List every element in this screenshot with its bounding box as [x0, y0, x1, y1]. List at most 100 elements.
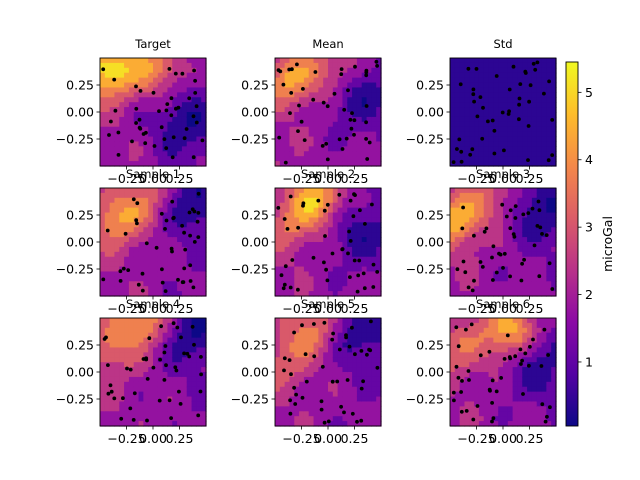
field-cell: [356, 82, 363, 89]
field-cell: [356, 261, 363, 268]
field-cell: [546, 197, 552, 204]
sample-point: [191, 155, 196, 160]
field-cell: [181, 62, 188, 69]
sample-point: [325, 202, 330, 207]
field-cell: [371, 362, 377, 368]
field-cell: [100, 372, 106, 378]
field-cell: [289, 251, 295, 258]
field-cell: [454, 227, 461, 233]
field-cell: [323, 67, 329, 74]
field-cell: [128, 421, 135, 427]
field-cell: [483, 107, 490, 113]
field-cell: [289, 318, 295, 324]
field-cell: [148, 291, 154, 297]
field-cell: [162, 352, 169, 358]
field-cell: [279, 396, 286, 403]
field-cell: [124, 391, 130, 398]
field-cell: [284, 156, 291, 162]
field-cell: [522, 327, 528, 334]
field-cell: [186, 291, 193, 297]
field-cell: [294, 126, 300, 133]
field-cell: [196, 107, 202, 113]
field-cell: [366, 197, 372, 204]
x-tick-label: 0.25: [341, 301, 369, 316]
field-cell: [342, 391, 348, 398]
field-cell: [498, 347, 504, 353]
field-cell: [284, 82, 291, 89]
field-cell: [318, 271, 324, 277]
field-cell: [551, 87, 557, 93]
field-cell: [143, 188, 149, 194]
field-cell: [114, 232, 120, 238]
field-cell: [347, 347, 353, 353]
field-cell: [318, 77, 324, 84]
field-cell: [342, 421, 348, 427]
field-cell: [512, 291, 519, 297]
field-cell: [512, 266, 519, 273]
field-cell: [191, 332, 197, 339]
field-cell: [114, 291, 120, 297]
field-cell: [483, 222, 490, 228]
field-cell: [109, 342, 116, 349]
field-cell: [323, 222, 329, 228]
field-cell: [100, 151, 106, 157]
field-cell: [328, 87, 334, 93]
sample-point: [182, 351, 187, 356]
field-cell: [201, 416, 207, 422]
field-cell: [299, 227, 305, 233]
field-cell: [328, 357, 334, 363]
field-cell: [478, 256, 485, 263]
field-cell: [337, 337, 344, 344]
field-cell: [512, 376, 519, 383]
sample-point: [347, 344, 352, 349]
field-cell: [104, 222, 111, 228]
field-cell: [128, 411, 135, 417]
field-cell: [100, 261, 106, 268]
sample-point: [196, 235, 201, 240]
field-cell: [376, 386, 382, 393]
sample-point: [466, 66, 471, 71]
sample-point: [353, 352, 357, 357]
field-cell: [493, 318, 499, 324]
field-cell: [284, 222, 291, 228]
field-cell: [478, 146, 485, 152]
field-cell: [512, 347, 519, 353]
field-cell: [527, 116, 533, 123]
field-cell: [162, 367, 169, 373]
field-cell: [109, 406, 116, 412]
field-cell: [181, 207, 188, 214]
field-cell: [191, 401, 197, 407]
field-cell: [483, 406, 490, 412]
field-cell: [133, 87, 140, 93]
field-cell: [493, 192, 499, 199]
field-cell: [323, 251, 329, 258]
field-cell: [177, 256, 183, 263]
field-cell: [275, 411, 281, 417]
field-cell: [104, 87, 111, 93]
field-cell: [177, 246, 183, 253]
field-cell: [503, 291, 509, 297]
sample-point: [165, 102, 170, 106]
field-cell: [522, 207, 528, 214]
field-cell: [284, 126, 291, 133]
field-cell: [522, 141, 528, 147]
field-cell: [167, 391, 173, 398]
field-cell: [318, 131, 324, 138]
field-cell: [464, 276, 470, 282]
field-cell: [153, 136, 159, 143]
sample-point: [282, 356, 287, 361]
field-cell: [313, 197, 319, 204]
field-cell: [148, 197, 154, 204]
field-cell: [186, 342, 193, 349]
field-cell: [119, 116, 125, 123]
sample-points: [455, 199, 555, 293]
field-cell: [289, 242, 295, 248]
field-cell: [483, 261, 490, 268]
field-cell: [299, 401, 305, 407]
field-cell: [332, 62, 339, 69]
field-cell: [328, 136, 334, 143]
field-cell: [104, 286, 111, 292]
field-cell: [114, 156, 120, 162]
field-cell: [157, 222, 164, 228]
field-cell: [517, 411, 523, 417]
